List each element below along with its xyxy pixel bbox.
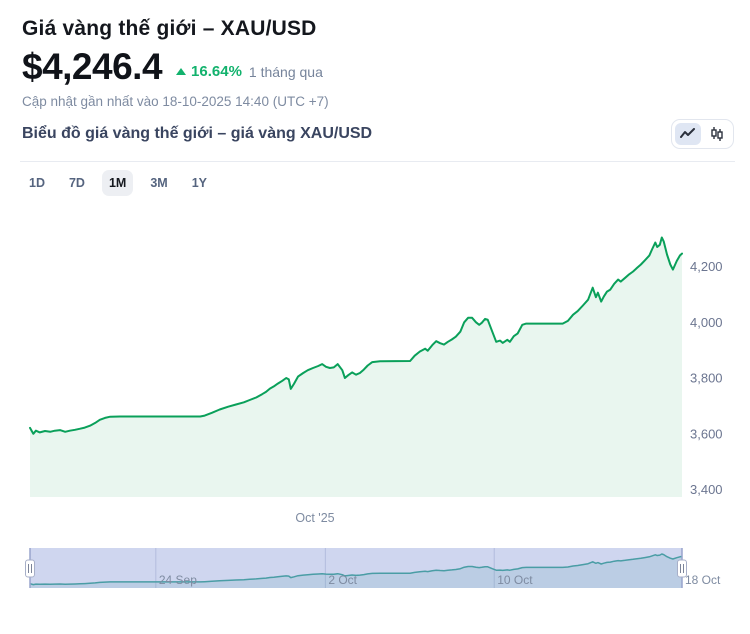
- navigator-date-label: 10 Oct: [497, 573, 533, 587]
- current-price: $4,246.4: [22, 46, 163, 87]
- y-axis-label: 4,000: [690, 315, 723, 330]
- range-button-1m[interactable]: 1M: [101, 170, 134, 196]
- y-axis-label: 3,600: [690, 426, 723, 441]
- navigator-left-handle[interactable]: [25, 559, 35, 578]
- navigator-area-fill: [30, 554, 682, 588]
- chart-type-toggle: [671, 119, 734, 149]
- y-axis-label: 3,400: [690, 482, 723, 497]
- range-button-1y[interactable]: 1Y: [185, 170, 214, 196]
- chart-header: Biểu đồ giá vàng thế giới – giá vàng XAU…: [22, 119, 734, 149]
- line-chart-button[interactable]: [675, 123, 701, 145]
- candlestick-icon: [711, 127, 723, 141]
- line-chart-icon: [680, 128, 695, 138]
- up-arrow-icon: [176, 68, 187, 75]
- price-area-fill: [30, 237, 682, 497]
- range-button-1d[interactable]: 1D: [22, 170, 52, 196]
- navigator-date-label: 2 Oct: [328, 573, 357, 587]
- x-axis-label: Oct '25: [295, 511, 334, 525]
- page-title: Giá vàng thế giới – XAU/USD: [22, 17, 317, 40]
- change-percent: 16.64%: [191, 63, 242, 80]
- candlestick-chart-button[interactable]: [704, 123, 730, 145]
- range-selector: 1D 7D 1M 3M 1Y: [22, 170, 214, 196]
- navigator-date-label: 24 Sep: [159, 573, 197, 587]
- price-chart[interactable]: 4,200 4,000 3,800 3,600 3,400 Oct '25 24 Sep 2 …: [0, 200, 750, 634]
- price-change: 16.64%: [176, 63, 242, 80]
- range-button-3m[interactable]: 3M: [143, 170, 174, 196]
- section-divider: [20, 161, 735, 162]
- last-updated-text: Cập nhật gần nhất vào 18-10-2025 14:40 (…: [22, 94, 329, 109]
- navigator-line-series: [29, 553, 683, 586]
- change-period: 1 tháng qua: [248, 64, 323, 80]
- chart-subtitle: Biểu đồ giá vàng thế giới – giá vàng XAU…: [22, 125, 373, 142]
- y-axis-label: 3,800: [690, 371, 723, 386]
- navigator-right-handle[interactable]: [677, 559, 687, 578]
- price-line-series: [29, 236, 683, 435]
- y-axis-label: 4,200: [690, 259, 723, 274]
- price-row: $4,246.4 16.64% 1 tháng qua: [22, 48, 323, 85]
- navigator-date-label: 18 Oct: [685, 573, 721, 587]
- range-button-7d[interactable]: 7D: [62, 170, 92, 196]
